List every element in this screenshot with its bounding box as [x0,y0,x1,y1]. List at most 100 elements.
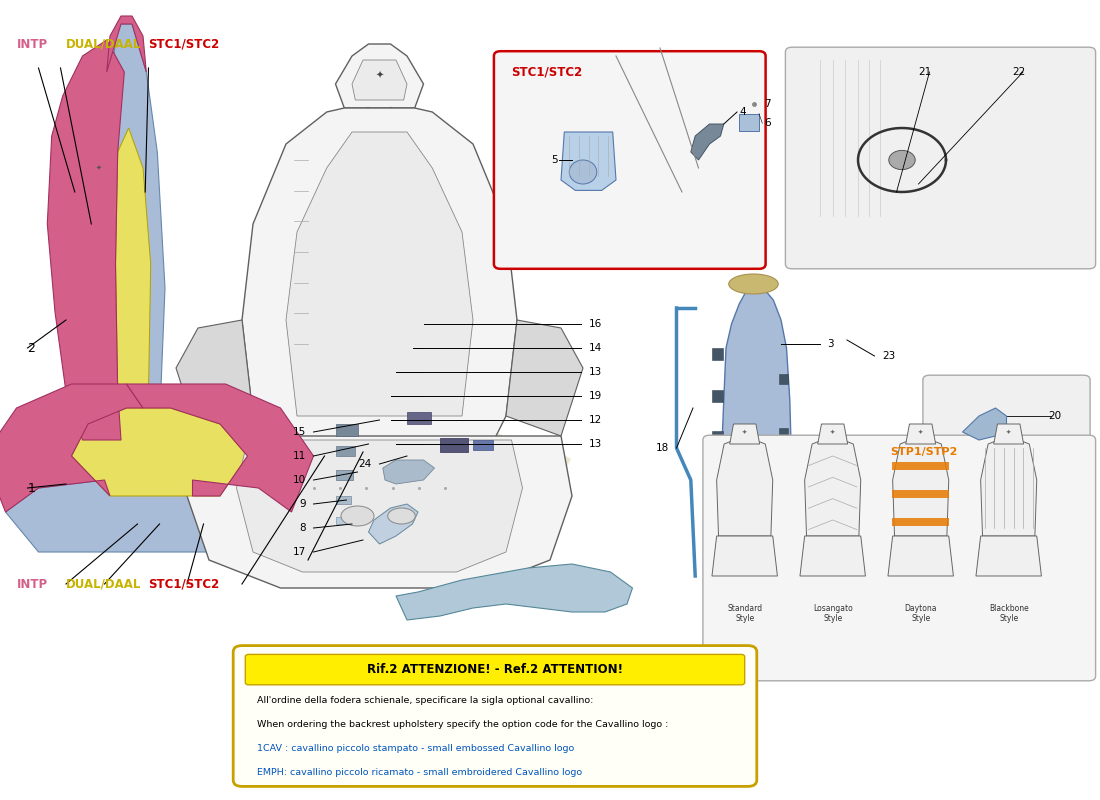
FancyBboxPatch shape [923,375,1090,525]
Text: ✦: ✦ [1006,430,1011,434]
Polygon shape [981,436,1036,536]
Text: 14: 14 [588,343,602,353]
Text: STC1/STC2: STC1/STC2 [148,578,220,590]
FancyBboxPatch shape [785,47,1096,269]
Bar [336,424,358,436]
Circle shape [889,150,915,170]
Polygon shape [805,436,860,536]
Polygon shape [717,436,772,536]
Text: INTP: INTP [16,38,47,50]
Bar [892,490,949,498]
Polygon shape [0,384,143,512]
Polygon shape [242,108,517,460]
Text: All'ordine della fodera schienale, specificare la sigla optional cavallino:: All'ordine della fodera schienale, speci… [257,696,594,705]
Text: 11: 11 [293,451,306,461]
Text: ✦: ✦ [96,165,102,171]
Bar [407,412,431,424]
Text: 5: 5 [551,155,558,165]
Text: ✦: ✦ [830,430,835,434]
Bar [712,348,723,360]
Polygon shape [352,60,407,100]
Text: 9: 9 [299,499,306,509]
Text: 19: 19 [588,391,602,401]
Bar [779,428,788,438]
Polygon shape [729,424,760,444]
Polygon shape [905,424,936,444]
Text: 7: 7 [764,99,771,109]
Text: 20: 20 [1048,411,1062,421]
Ellipse shape [341,506,374,526]
Text: 13: 13 [588,367,602,377]
Text: Losangato
Style: Losangato Style [813,604,852,623]
Bar [712,431,723,443]
Text: 18: 18 [656,443,669,453]
Text: 13: 13 [588,439,602,449]
Text: 2: 2 [28,342,35,354]
Text: STC1/STC2: STC1/STC2 [148,38,220,50]
Text: 6: 6 [764,118,771,128]
Text: DUAL/DAAL: DUAL/DAAL [66,38,142,50]
Bar [336,470,353,480]
Bar [779,481,788,490]
Polygon shape [962,408,1006,440]
Polygon shape [368,504,418,544]
Bar [336,446,355,456]
Polygon shape [6,480,292,552]
Polygon shape [561,132,616,190]
Text: Daytona
Style: Daytona Style [904,604,937,623]
Bar [440,438,467,452]
Ellipse shape [729,274,779,294]
FancyBboxPatch shape [494,51,766,269]
Bar [712,514,723,526]
Text: 1: 1 [28,482,35,494]
Bar [892,518,949,526]
Polygon shape [976,536,1042,576]
Text: DUAL/DAAL: DUAL/DAAL [66,578,142,590]
Ellipse shape [387,508,416,524]
Text: Rif.2 ATTENZIONE! - Ref.2 ATTENTION!: Rif.2 ATTENZIONE! - Ref.2 ATTENTION! [367,663,623,676]
Bar [473,440,493,450]
Polygon shape [72,408,248,496]
Bar [712,556,723,568]
Polygon shape [126,384,314,512]
Text: 17: 17 [293,547,306,557]
Polygon shape [712,536,778,576]
Polygon shape [107,16,146,72]
Polygon shape [236,440,522,572]
Bar [779,374,788,384]
Text: ✦: ✦ [918,430,923,434]
Polygon shape [817,424,848,444]
Bar [739,114,759,131]
Polygon shape [336,44,424,108]
FancyBboxPatch shape [245,654,745,685]
Polygon shape [893,436,948,536]
Text: EMPH: cavallino piccolo ricamato - small embroidered Cavallino logo: EMPH: cavallino piccolo ricamato - small… [257,768,583,777]
Text: a passion for parts: a passion for parts [194,448,510,576]
Polygon shape [396,564,632,620]
Text: 4: 4 [739,107,746,117]
Text: INTP: INTP [16,578,47,590]
Text: 3: 3 [827,339,834,349]
Text: ✦: ✦ [742,430,747,434]
Text: 21: 21 [918,67,932,77]
Polygon shape [187,436,572,588]
Text: 8: 8 [299,523,306,533]
Polygon shape [691,124,724,160]
Text: ✦: ✦ [375,71,384,81]
Text: 16: 16 [588,319,602,329]
Text: 24: 24 [359,459,372,469]
Polygon shape [704,288,798,596]
FancyBboxPatch shape [703,435,1096,681]
Text: When ordering the backrest upholstery specify the option code for the Cavallino : When ordering the backrest upholstery sp… [257,720,669,729]
Text: 1CAV : cavallino piccolo stampato - small embossed Cavallino logo: 1CAV : cavallino piccolo stampato - smal… [257,744,574,753]
Polygon shape [383,460,434,484]
Bar [712,390,723,402]
Text: Blackbone
Style: Blackbone Style [989,604,1028,623]
Polygon shape [47,40,124,440]
Text: STP1/STP2: STP1/STP2 [890,447,958,457]
Polygon shape [993,424,1024,444]
Text: 23: 23 [882,351,895,361]
Polygon shape [176,320,253,436]
Polygon shape [800,536,866,576]
Bar [779,534,788,544]
